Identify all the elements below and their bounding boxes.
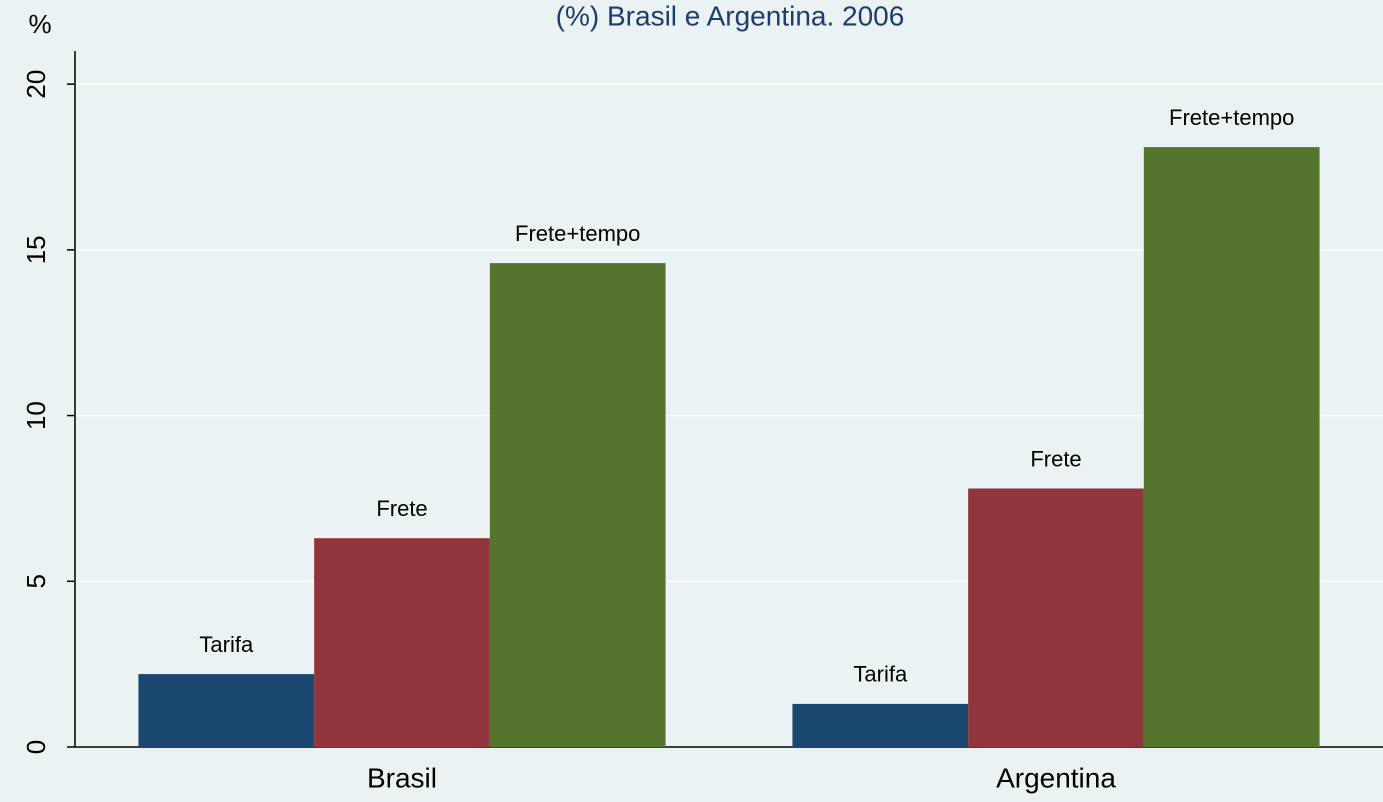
y-axis-label: % bbox=[28, 9, 51, 39]
y-tick-label: 5 bbox=[21, 574, 51, 588]
chart-title: (%) Brasil e Argentina. 2006 bbox=[556, 0, 905, 31]
bar bbox=[968, 488, 1144, 747]
y-tick-label: 15 bbox=[21, 235, 51, 264]
bar-label: Frete bbox=[1030, 446, 1081, 471]
bar bbox=[1143, 147, 1320, 748]
y-tick-label: 10 bbox=[21, 401, 51, 430]
bar-label: Frete+tempo bbox=[515, 221, 640, 246]
x-tick-label: Brasil bbox=[367, 762, 437, 793]
bar bbox=[314, 538, 490, 747]
bar bbox=[489, 263, 666, 747]
x-tick-label: Argentina bbox=[996, 762, 1116, 793]
bar-label: Frete bbox=[376, 496, 427, 521]
y-tick-label: 20 bbox=[21, 70, 51, 99]
bar-label: Frete+tempo bbox=[1169, 105, 1294, 130]
bar bbox=[792, 703, 969, 747]
bar-label: Tarifa bbox=[199, 632, 254, 657]
bar-label: Tarifa bbox=[853, 662, 908, 687]
bar bbox=[138, 674, 315, 747]
y-tick-label: 0 bbox=[21, 740, 51, 754]
